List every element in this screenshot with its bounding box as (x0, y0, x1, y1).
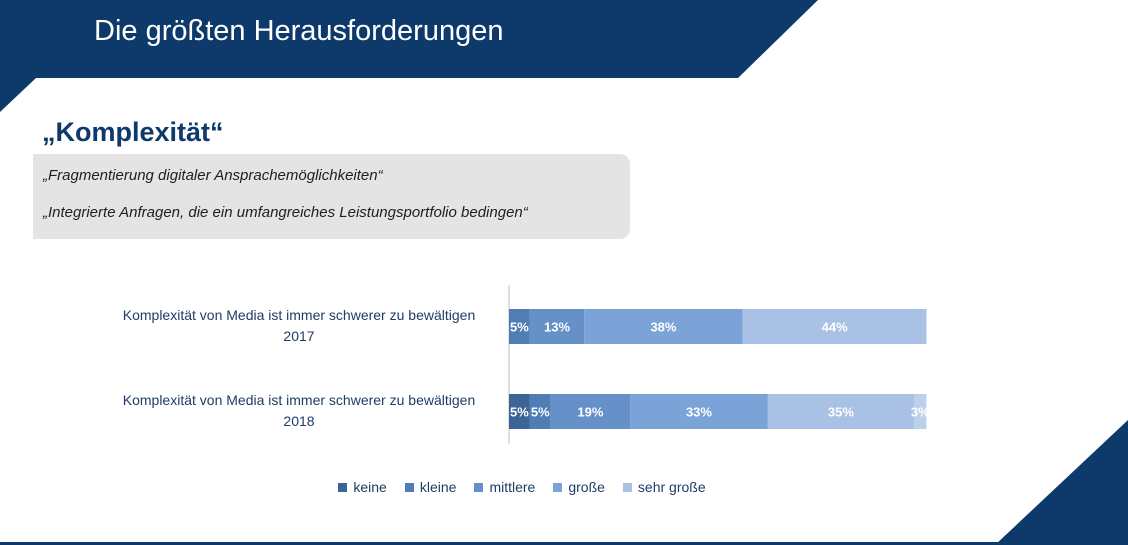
legend-swatch-mittlere (474, 482, 484, 492)
bottom-rule (0, 542, 1128, 545)
chart-legend: keine kleine mittlere große sehr große (0, 479, 1044, 495)
data-label-2018-grosse: 33% (686, 405, 712, 420)
legend-item-mittlere: mittlere (474, 479, 535, 495)
page-title: Die größten Herausforderungen (94, 15, 504, 47)
legend-item-sehr-grosse: sehr große (622, 479, 706, 495)
category-label-2017-line1: Komplexität von Media ist immer schwerer… (122, 307, 476, 323)
data-label-2018-rest: 3% (911, 405, 930, 420)
data-label-2017-kleine: 5% (510, 320, 529, 335)
legend-label-sehr-grosse: sehr große (637, 479, 706, 495)
legend-swatch-keine (338, 482, 348, 492)
data-label-2018-kleine: 5% (531, 405, 550, 420)
legend-label-grosse: große (568, 479, 605, 495)
legend-item-kleine: kleine (404, 479, 457, 495)
bar-2017-sehr-grosse (742, 309, 927, 344)
category-label-2018-line2: 2018 (283, 413, 315, 429)
data-label-2017-sehr-grosse: 44% (822, 320, 848, 335)
legend-swatch-sehr-grosse (622, 482, 632, 492)
legend-label-kleine: kleine (419, 479, 457, 495)
data-label-2017-mittlere: 13% (544, 320, 570, 335)
legend-label-keine: keine (353, 479, 387, 495)
section-title: „Komplexität“ (42, 117, 224, 147)
data-label-2017-grosse: 38% (650, 320, 676, 335)
quote-2: „Integrierte Anfragen, die ein umfangrei… (43, 204, 528, 221)
bar-2017-kleine (509, 309, 530, 344)
legend-label-mittlere: mittlere (489, 479, 536, 495)
quote-box: „Fragmentierung digitaler Ansprachemögli… (33, 154, 630, 239)
data-label-2018-sehr-grosse: 35% (828, 405, 854, 420)
corner-decoration (995, 420, 1128, 545)
data-label-2018-keine: 5% (510, 405, 529, 420)
category-label-2017-line2: 2017 (283, 328, 315, 344)
legend-swatch-grosse (553, 482, 563, 492)
legend-swatch-kleine (404, 482, 414, 492)
bar-2018-grosse (630, 394, 768, 429)
bar-2017-grosse (584, 309, 743, 344)
category-label-2018-line1: Komplexität von Media ist immer schwerer… (122, 392, 476, 408)
bar-2018-kleine (529, 394, 551, 429)
bar-2018-sehr-grosse (767, 394, 914, 429)
category-label-2017: Komplexität von Media ist immer schwerer… (90, 305, 508, 347)
quote-1: „Fragmentierung digitaler Ansprachemögli… (43, 167, 383, 184)
bar-2017-mittlere (529, 309, 585, 344)
category-label-2018: Komplexität von Media ist immer schwerer… (90, 390, 508, 432)
bar-2018-rest (913, 394, 927, 429)
bar-2018-keine (509, 394, 530, 429)
legend-item-keine: keine (338, 479, 387, 495)
legend-item-grosse: große (553, 479, 605, 495)
data-label-2018-mittlere: 19% (577, 405, 603, 420)
bar-2018-mittlere (550, 394, 631, 429)
